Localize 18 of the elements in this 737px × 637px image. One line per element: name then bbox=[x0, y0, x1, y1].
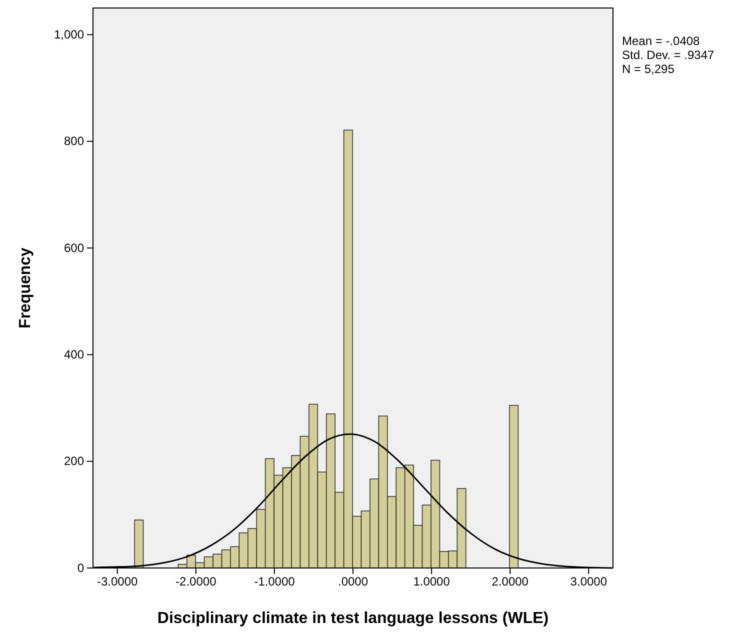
y-tick-label: 0 bbox=[77, 560, 84, 575]
y-tick-label: 1,000 bbox=[54, 28, 84, 42]
y-tick-label: 600 bbox=[64, 240, 84, 255]
x-tick-label: -1.0000 bbox=[254, 574, 296, 589]
y-tick-label: 200 bbox=[64, 454, 84, 468]
x-tick-label: 3.0000 bbox=[570, 574, 608, 589]
text: N = 5,295 bbox=[622, 62, 675, 76]
x-tick-label: 2.0000 bbox=[492, 574, 529, 589]
y-tick-label: 400 bbox=[64, 348, 84, 362]
x-tick-label: -2.0000 bbox=[176, 574, 217, 589]
y-tick-label: 800 bbox=[64, 134, 84, 148]
x-tick-label: 1.0000 bbox=[413, 574, 450, 589]
y-axis-title: Frequency bbox=[17, 247, 34, 328]
x-axis-title: Disciplinary climate in test language lessons (WLE) bbox=[157, 610, 549, 627]
x-tick-label: .0000 bbox=[338, 574, 368, 589]
x-tick-label: -3.0000 bbox=[97, 574, 138, 589]
text: Mean = -.0408 bbox=[622, 34, 700, 48]
text: Std. Dev. = .9347 bbox=[622, 48, 714, 62]
